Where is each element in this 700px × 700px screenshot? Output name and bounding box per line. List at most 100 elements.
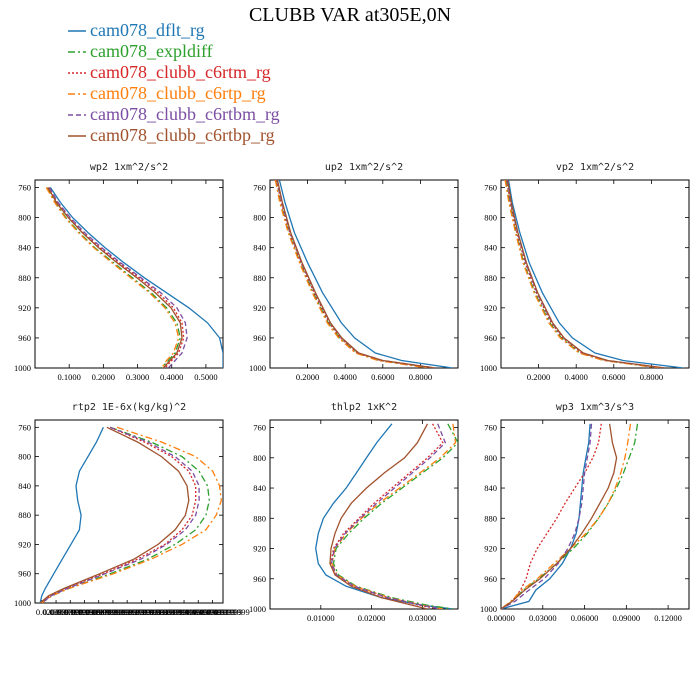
x-tick-label: 0.0999999 bbox=[64, 607, 100, 617]
y-tick-label: 1000 bbox=[14, 363, 31, 373]
series-line-cam078_clubb_c6rtbm_rg bbox=[48, 187, 188, 368]
y-tick-label: 1000 bbox=[480, 363, 497, 373]
y-tick-label: 880 bbox=[18, 273, 31, 283]
series-line-cam078_dflt_rg bbox=[39, 427, 104, 603]
x-tick-label: 0.1000 bbox=[57, 372, 80, 382]
series-line-cam078_dflt_rg bbox=[501, 423, 591, 609]
series-line-cam078_dflt_rg bbox=[49, 187, 223, 368]
y-tick-label: 880 bbox=[484, 513, 497, 523]
y-tick-label: 840 bbox=[484, 483, 497, 493]
panel-5: thlp2 1xK^2 760 800 840 880 920 960 1000 0.01000… bbox=[249, 402, 459, 623]
x-tick-label: 0.1599999 bbox=[86, 607, 122, 617]
series-line-cam078_clubb_c6rtbp_rg bbox=[47, 187, 183, 368]
series-line-cam078_expldiff bbox=[46, 187, 181, 368]
y-tick-label: 960 bbox=[484, 333, 497, 343]
y-tick-label: 760 bbox=[253, 183, 266, 193]
series-line-cam078_clubb_c6rtbp_rg bbox=[501, 423, 618, 609]
x-tick-label: 0.2000 bbox=[527, 372, 550, 382]
x-tick-label: 0.8000 bbox=[409, 372, 432, 382]
panel-title: wp3 1xm^3/s^3 bbox=[556, 402, 634, 413]
x-tick-label: 0.2000 bbox=[296, 372, 319, 382]
y-tick-label: 920 bbox=[484, 303, 497, 313]
x-tick-label: 0.0599999 bbox=[50, 607, 86, 617]
x-tick-label: 0.1799999 bbox=[93, 607, 129, 617]
panel-title: up2 1xm^2/s^2 bbox=[325, 162, 403, 173]
x-tick-label: 0.1999999 bbox=[100, 607, 136, 617]
series-line-cam078_clubb_c6rtm_rg bbox=[505, 180, 663, 368]
x-tick-label: 0.09000 bbox=[613, 613, 641, 623]
y-tick-label: 880 bbox=[18, 510, 31, 520]
y-tick-label: 800 bbox=[18, 213, 31, 223]
y-tick-label: 1000 bbox=[480, 604, 497, 614]
x-tick-label: 0.03000 bbox=[409, 613, 437, 623]
plot-frame bbox=[34, 419, 224, 604]
panel-title: thlp2 1xK^2 bbox=[331, 402, 397, 413]
series-line-cam078_clubb_c6rtp_rg bbox=[45, 187, 180, 368]
x-tick-label: 0.020000 bbox=[36, 607, 68, 617]
series-line-cam078_clubb_c6rtbp_rg bbox=[39, 426, 190, 603]
y-tick-label: 920 bbox=[253, 544, 266, 554]
series-line-cam078_clubb_c6rtbm_rg bbox=[330, 423, 447, 609]
y-tick-label: 880 bbox=[484, 273, 497, 283]
panel-title: vp2 1xm^2/s^2 bbox=[556, 162, 634, 173]
series-line-cam078_dflt_rg bbox=[507, 180, 684, 368]
y-tick-label: 800 bbox=[18, 452, 31, 462]
y-tick-label: 840 bbox=[18, 243, 31, 253]
y-tick-label: 880 bbox=[253, 513, 266, 523]
x-tick-label: 0.3399999 bbox=[150, 607, 186, 617]
x-tick-label: 0.02000 bbox=[358, 613, 386, 623]
y-tick-label: 960 bbox=[484, 574, 497, 584]
x-tick-label: 0.4000 bbox=[334, 372, 357, 382]
panel-2: up2 1xm^2/s^2 760 800 840 880 920 960 1000 0.200… bbox=[249, 162, 459, 382]
series-line-cam078_clubb_c6rtbp_rg bbox=[329, 423, 429, 609]
series-line-cam078_clubb_c6rtp_rg bbox=[274, 180, 428, 368]
y-tick-label: 960 bbox=[18, 333, 31, 343]
series-line-cam078_clubb_c6rtp_rg bbox=[41, 426, 222, 603]
y-tick-label: 760 bbox=[484, 183, 497, 193]
y-tick-label: 920 bbox=[18, 303, 31, 313]
plot-frame bbox=[500, 179, 690, 369]
x-tick-label: 0.3000 bbox=[126, 372, 149, 382]
y-tick-label: 760 bbox=[253, 423, 266, 433]
y-tick-label: 1000 bbox=[249, 363, 266, 373]
legend-label: cam078_clubb_c6rtm_rg bbox=[90, 62, 271, 82]
x-tick-label: 0.1199999 bbox=[71, 607, 107, 617]
x-tick-label: 0.00000 bbox=[487, 613, 515, 623]
x-tick-label: 0.2199999 bbox=[107, 607, 143, 617]
y-tick-label: 800 bbox=[484, 213, 497, 223]
y-tick-label: 880 bbox=[253, 273, 266, 283]
x-tick-label: 0.2799999 bbox=[128, 607, 164, 617]
series-line-cam078_clubb_c6rtbm_rg bbox=[501, 423, 593, 609]
y-tick-label: 960 bbox=[253, 574, 266, 584]
series-line-cam078_clubb_c6rtbp_rg bbox=[506, 180, 665, 368]
y-tick-label: 840 bbox=[253, 483, 266, 493]
plot-frame bbox=[500, 419, 690, 610]
x-tick-label: 0.12000 bbox=[654, 613, 682, 623]
y-tick-label: 960 bbox=[18, 569, 31, 579]
x-tick-label: 0.6000 bbox=[371, 372, 394, 382]
x-tick-label: 0.06000 bbox=[571, 613, 599, 623]
series-line-cam078_clubb_c6rtp_rg bbox=[504, 180, 659, 368]
series-line-cam078_clubb_c6rtm_rg bbox=[41, 426, 197, 603]
x-tick-label: 0.4000 bbox=[160, 372, 183, 382]
x-tick-label: 0.2599999 bbox=[121, 607, 157, 617]
x-tick-label: 0.3799999 bbox=[164, 607, 200, 617]
plot-frame bbox=[34, 179, 224, 369]
y-tick-label: 760 bbox=[18, 422, 31, 432]
legend-label: cam078_expldiff bbox=[90, 41, 213, 61]
x-tick-label: 0.4799999 bbox=[199, 607, 235, 617]
panel-3: vp2 1xm^2/s^2 760 800 840 880 920 960 1000 0.200… bbox=[480, 162, 690, 382]
x-tick-label: 0.3599999 bbox=[157, 607, 193, 617]
panel-4: rtp2 1E-6x(kg/kg)^2 760 800 840 880 920 960 100… bbox=[14, 402, 250, 617]
y-tick-label: 800 bbox=[253, 213, 266, 223]
y-tick-label: 840 bbox=[253, 243, 266, 253]
series-line-cam078_clubb_c6rtm_rg bbox=[501, 423, 602, 609]
y-tick-label: 800 bbox=[484, 453, 497, 463]
x-tick-label: 0.0399999 bbox=[43, 607, 79, 617]
x-tick-label: 0.4199999 bbox=[178, 607, 214, 617]
y-tick-label: 840 bbox=[18, 481, 31, 491]
x-tick-label: 0.03000 bbox=[529, 613, 557, 623]
y-tick-label: 760 bbox=[18, 183, 31, 193]
series-line-cam078_clubb_c6rtm_rg bbox=[275, 180, 434, 368]
y-tick-label: 760 bbox=[484, 423, 497, 433]
